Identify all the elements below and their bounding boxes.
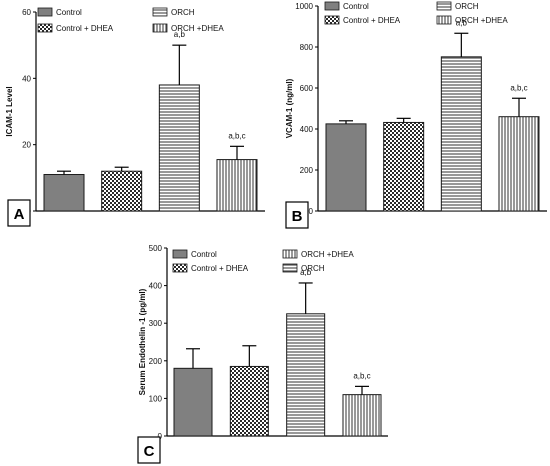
bar-control (43, 174, 85, 212)
legend-item: ORCH (301, 264, 325, 273)
y-axis-label: Serum Endothelin -1 (pg/ml) (138, 288, 147, 395)
legend-swatch (436, 15, 452, 25)
bar-orch-dhea (498, 116, 540, 212)
y-tick-label: 500 (149, 244, 163, 253)
legend-item: ORCH +DHEA (455, 16, 508, 25)
bar-orch (286, 313, 326, 437)
legend-item: Control (191, 250, 217, 259)
legend-item: ORCH (455, 2, 479, 11)
legend-item: ORCH (171, 8, 195, 17)
significance-label: a,b (174, 30, 186, 39)
legend-item: ORCH +DHEA (171, 24, 224, 33)
y-tick-label: 300 (149, 319, 163, 328)
bar-orch-dhea (342, 394, 382, 437)
legend-item: Control + DHEA (56, 24, 114, 33)
significance-label: a,b (456, 18, 468, 27)
legend-item: Control + DHEA (343, 16, 401, 25)
bar-control-dhea (383, 121, 425, 212)
y-axis-label: ICAM-1 Level (5, 86, 14, 136)
panel-label-box (137, 436, 161, 464)
legend-item: ORCH +DHEA (301, 250, 354, 259)
legend-swatch (282, 249, 298, 259)
bar-control-dhea (101, 170, 143, 212)
significance-label: a,b (300, 268, 312, 277)
legend-item: Control (56, 8, 82, 17)
significance-label: a,b,c (228, 131, 245, 140)
legend-swatch (152, 23, 168, 33)
legend-swatch (172, 263, 188, 273)
bar-orch-dhea (216, 159, 258, 212)
legend-swatch (282, 263, 298, 273)
y-tick-label: 800 (300, 43, 314, 52)
legend-swatch (436, 1, 452, 11)
legend-swatch (172, 249, 188, 259)
bar-control (173, 367, 213, 437)
y-tick-label: 200 (149, 357, 163, 366)
bar-control (325, 123, 367, 212)
y-tick-label: 400 (149, 282, 163, 291)
y-axis-label: VCAM-1 (ng/ml) (285, 78, 294, 138)
bar-control-dhea (229, 365, 269, 437)
significance-label: a,b,c (353, 371, 370, 380)
panel-label-box (285, 201, 309, 229)
legend-swatch (324, 1, 340, 11)
y-tick-label: 60 (22, 8, 31, 17)
panel-label: A (14, 206, 25, 223)
bar-orch (440, 56, 482, 212)
legend-swatch (152, 7, 168, 17)
y-tick-label: 40 (22, 74, 31, 83)
y-tick-label: 100 (149, 394, 163, 403)
bar-orch (158, 84, 200, 212)
legend-item: Control (343, 2, 369, 11)
y-tick-label: 0 (309, 207, 314, 216)
y-tick-label: 1000 (295, 2, 313, 11)
legend-swatch (37, 7, 53, 17)
y-tick-label: 600 (300, 84, 314, 93)
y-tick-label: 20 (22, 141, 31, 150)
chart-panel-b: 0 200 400 600 800 1000 VCAM-1 (ng/ml) a,b a,b,c C… (285, 1, 547, 229)
y-tick-label: 200 (300, 166, 314, 175)
panel-label-box (7, 199, 31, 227)
significance-label: a,b,c (510, 83, 527, 92)
panel-label: C (144, 443, 155, 460)
legend-swatch (324, 15, 340, 25)
panel-label: B (292, 208, 303, 225)
y-tick-label: 400 (300, 125, 314, 134)
legend-item: Control + DHEA (191, 264, 249, 273)
legend-swatch (37, 23, 53, 33)
chart-panel-c: 0100200300400500Serum Endothelin -1 (pg/… (137, 244, 388, 464)
chart-panel-a: 0204060ICAM-1 Levela,ba,b,cControlORCHCo… (5, 7, 265, 227)
